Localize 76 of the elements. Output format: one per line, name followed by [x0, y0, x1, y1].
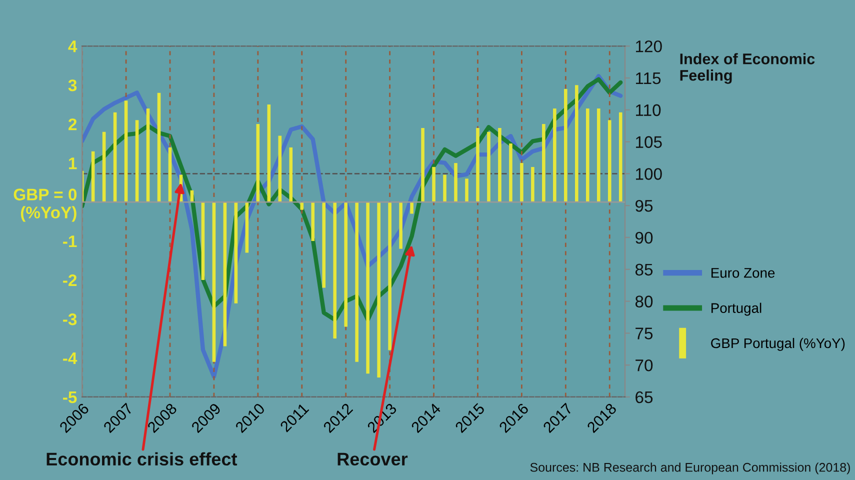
bar [596, 108, 600, 202]
y2-tick-label: 110 [636, 104, 661, 116]
legend-label: GBP Portugal (%YoY) [711, 338, 845, 351]
bar [322, 202, 326, 288]
y2-tick-label: 120 [636, 40, 662, 52]
bar [377, 202, 380, 378]
bar [388, 202, 392, 350]
y2-tick-label: 105 [636, 136, 662, 148]
bar [618, 112, 622, 202]
y-tick-label: -2 [63, 274, 77, 286]
bar [168, 147, 172, 202]
y-tick-label: GBP = 0 (%YoY) [14, 188, 77, 222]
y2-tick-label: 100 [636, 168, 662, 180]
y2-tick-label: 70 [636, 359, 653, 372]
bar [300, 202, 304, 210]
bar [498, 128, 502, 202]
y-tick-label: -4 [63, 352, 78, 364]
y2-tick-label: 95 [636, 200, 653, 212]
y2-tick-label: 115 [636, 72, 661, 84]
bar [113, 112, 117, 202]
bar [520, 163, 524, 202]
y-tick-label: 1 [69, 158, 77, 170]
y-tick-label: -1 [63, 236, 77, 248]
bar [102, 132, 106, 202]
legend-label: Euro Zone [712, 268, 775, 278]
bar [410, 202, 414, 214]
bar [564, 88, 568, 202]
y2-tick-label: 80 [635, 296, 653, 308]
bar [256, 124, 260, 202]
bar [223, 202, 227, 346]
bar [586, 108, 590, 202]
y-tick-label: -5 [63, 392, 77, 404]
bar [487, 132, 490, 202]
legend-label: Portugal [712, 302, 762, 316]
bar [443, 174, 446, 202]
bar [135, 120, 139, 202]
bar [608, 120, 612, 202]
bar [553, 108, 556, 202]
y2-tick-label: 65 [636, 391, 653, 404]
bar [432, 166, 436, 202]
annotation: Economic crisis effect [46, 452, 238, 466]
bar [333, 202, 337, 338]
bar [344, 202, 348, 327]
source-note: Sources: NB Research and European Commission (2018) [530, 462, 850, 474]
y-tick-label: -3 [63, 313, 77, 326]
annotation: Recover [338, 452, 408, 466]
bar [278, 136, 282, 202]
bar [157, 92, 161, 202]
bar [234, 202, 238, 304]
y-tick-label: 2 [68, 118, 77, 130]
bar [421, 128, 424, 202]
bar [311, 202, 315, 242]
y2-axis-title: Index of Economic Feeling [680, 53, 815, 84]
bar [91, 151, 95, 202]
bar [399, 202, 402, 249]
bar [146, 108, 150, 202]
bar [476, 128, 480, 202]
y2-tick-label: 75 [636, 328, 653, 340]
bar [465, 178, 468, 202]
y-tick-label: 3 [68, 79, 77, 92]
bar [509, 144, 512, 202]
bar [454, 163, 458, 202]
bar [212, 202, 216, 362]
bar [201, 202, 205, 280]
bar [366, 202, 370, 374]
bar [575, 85, 578, 202]
bar [531, 166, 534, 202]
y2-tick-label: 90 [636, 232, 653, 244]
bar [245, 202, 249, 253]
bar [289, 147, 293, 202]
bar [355, 202, 358, 362]
y-tick-label: 4 [68, 40, 78, 52]
bar [267, 104, 271, 202]
bar [124, 100, 128, 202]
y2-tick-label: 85 [635, 264, 653, 276]
bar [542, 124, 546, 202]
